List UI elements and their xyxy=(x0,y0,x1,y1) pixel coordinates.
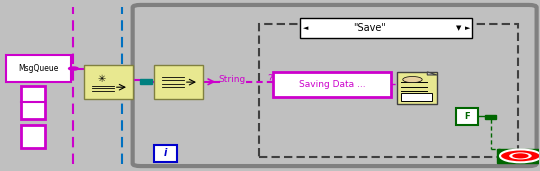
Text: MsgQueue: MsgQueue xyxy=(18,64,58,73)
Bar xyxy=(6,55,71,82)
Bar xyxy=(154,145,177,162)
Bar xyxy=(84,65,133,99)
Text: ►: ► xyxy=(465,25,470,31)
Text: "Save": "Save" xyxy=(353,23,386,33)
Bar xyxy=(259,24,518,157)
FancyBboxPatch shape xyxy=(133,5,537,166)
Circle shape xyxy=(500,149,540,162)
Bar xyxy=(21,124,45,148)
Bar xyxy=(401,94,431,101)
Bar xyxy=(396,72,437,104)
Circle shape xyxy=(512,153,529,159)
Text: F: F xyxy=(464,111,470,121)
Text: String: String xyxy=(219,75,246,84)
Text: ◄: ◄ xyxy=(303,25,309,31)
Bar xyxy=(273,72,391,97)
Text: Saving Data ...: Saving Data ... xyxy=(299,80,365,89)
Bar xyxy=(456,108,478,124)
Bar xyxy=(21,86,45,119)
Text: ▼: ▼ xyxy=(456,25,461,31)
Circle shape xyxy=(69,67,78,70)
Text: i: i xyxy=(164,148,167,158)
Bar xyxy=(300,18,472,38)
Bar xyxy=(497,149,540,163)
Circle shape xyxy=(509,152,532,159)
Text: ?: ? xyxy=(267,74,273,84)
Bar xyxy=(485,115,496,119)
Polygon shape xyxy=(427,72,437,75)
Bar xyxy=(154,65,202,99)
Text: ✳: ✳ xyxy=(98,74,106,84)
Bar xyxy=(140,79,152,84)
Circle shape xyxy=(403,76,422,83)
